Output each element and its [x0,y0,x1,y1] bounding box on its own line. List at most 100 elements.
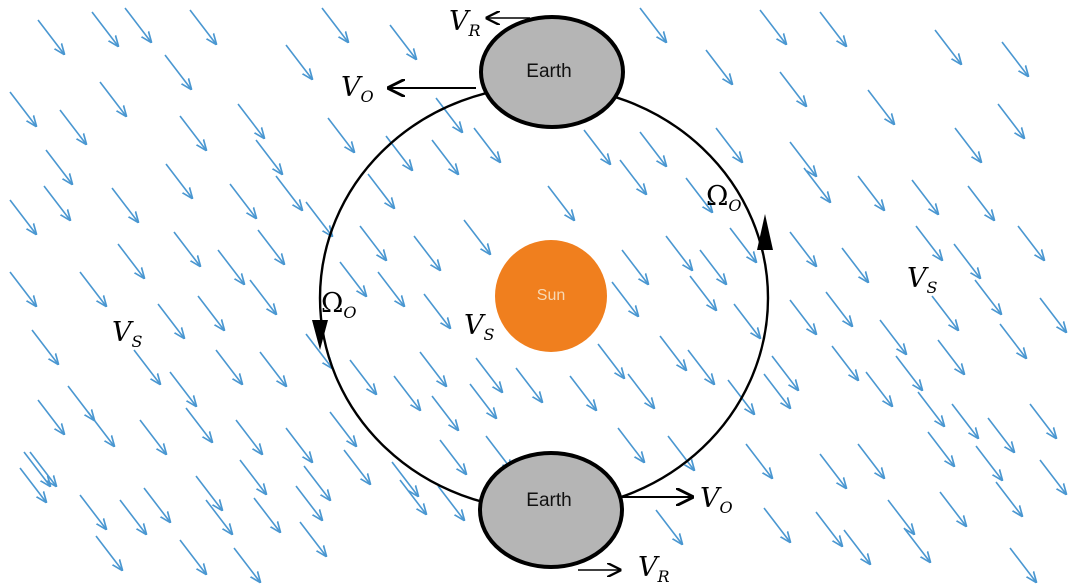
wind-arrow-icon [124,7,151,42]
wind-arrow-icon [19,467,46,502]
wind-arrow-icon [299,521,326,556]
sun-label: Sun [537,287,565,304]
wind-arrow-icon [165,163,192,198]
wind-arrow-icon [475,357,502,392]
wind-arrow-icon [23,451,50,486]
wind-arrow-icon [569,375,596,410]
wind-arrow-icon [639,131,666,166]
wind-arrow-icon [667,435,694,470]
wind-arrow-icon [79,494,106,529]
wind-arrow-icon [547,185,574,220]
wind-arrow-icon [391,461,418,496]
wind-arrow-icon [367,173,394,208]
wind-arrow-icon [295,485,322,520]
wind-arrow-icon [987,417,1014,452]
wind-arrow-icon [617,427,644,462]
wind-arrow-icon [253,497,280,532]
wind-arrow-icon [37,399,64,434]
wind-arrow-icon [771,355,798,390]
wind-arrow-icon [789,141,816,176]
wind-arrow-icon [759,9,786,44]
orbit-direction-arrow-left [312,320,328,350]
wind-arrow-icon [975,445,1002,480]
wind-arrow-icon [627,373,654,408]
wind-arrow-icon [597,343,624,378]
earth-bottom: Earth [478,451,624,569]
wind-arrow-icon [173,231,200,266]
wind-arrow-icon [233,547,260,582]
wind-arrow-icon [974,279,1001,314]
wind-arrow-icon [927,431,954,466]
wind-arrow-icon [435,97,462,132]
wind-arrow-icon [139,419,166,454]
wind-arrow-icon [619,159,646,194]
wind-arrow-icon [1039,459,1066,494]
wind-arrow-icon [473,127,500,162]
wind-arrow-icon [463,219,490,254]
wind-arrow-icon [385,135,412,170]
wind-arrow-icon [999,323,1026,358]
wind-arrow-icon [997,103,1024,138]
wind-arrow-icon [699,249,726,284]
omega-left-label: ΩO [321,288,357,322]
omega-right-label: ΩO [706,181,742,215]
wind-arrow-icon [249,279,276,314]
wind-arrow-icon [43,185,70,220]
wind-arrow-icon [789,299,816,334]
wind-arrow-icon [779,71,806,106]
wind-arrow-icon [915,225,942,260]
wind-arrow-icon [31,329,58,364]
wind-arrow-icon [235,419,262,454]
wind-arrow-icon [179,539,206,574]
wind-arrow-icon [1039,297,1066,332]
wind-arrow-icon [685,177,712,212]
solar-wind-field [9,7,1066,582]
wind-arrow-icon [843,529,870,564]
wind-arrow-icon [285,44,312,79]
wind-arrow-icon [259,351,286,386]
wind-arrow-icon [819,453,846,488]
wind-arrow-icon [239,459,266,494]
wind-arrow-icon [895,355,922,390]
wind-arrow-icon [937,339,964,374]
wind-arrow-icon [37,19,64,54]
wind-arrow-icon [393,375,420,410]
vr-top-label: VR [449,6,481,40]
wind-arrow-icon [515,367,542,402]
wind-arrow-icon [189,9,216,44]
vo-right-label: VO [700,483,733,517]
wind-arrow-icon [9,91,36,126]
wind-arrow-icon [185,407,212,442]
wind-arrow-icon [911,179,938,214]
wind-arrow-icon [169,371,196,406]
wind-arrow-icon [903,527,930,562]
wind-arrow-icon [953,243,980,278]
wind-arrow-icon [1009,547,1036,582]
wind-arrow-icon [825,291,852,326]
wind-arrow-icon [87,411,114,446]
vo-left-label: VO [341,72,374,106]
wind-arrow-icon [865,371,892,406]
wind-arrow-icon [119,499,146,534]
wind-arrow-icon [303,465,330,500]
wind-arrow-icon [59,109,86,144]
wind-arrow-icon [205,499,232,534]
sun: Sun [495,240,607,352]
wind-arrow-icon [439,439,466,474]
wind-arrow-icon [733,303,760,338]
wind-arrow-icon [917,391,944,426]
wind-arrow-icon [803,167,830,202]
wind-arrow-icon [99,81,126,116]
wind-arrow-icon [321,7,348,42]
wind-arrow-icon [745,443,772,478]
wind-arrow-icon [237,103,264,138]
wind-arrow-icon [687,349,714,384]
wind-arrow-icon [431,139,458,174]
wind-arrow-icon [285,427,312,462]
wind-arrow-icon [639,7,666,42]
wind-arrow-icon [857,175,884,210]
wind-arrow-icon [967,185,994,220]
wind-arrow-icon [157,303,184,338]
vs-center-label: VS [464,310,495,344]
wind-arrow-icon [327,117,354,152]
